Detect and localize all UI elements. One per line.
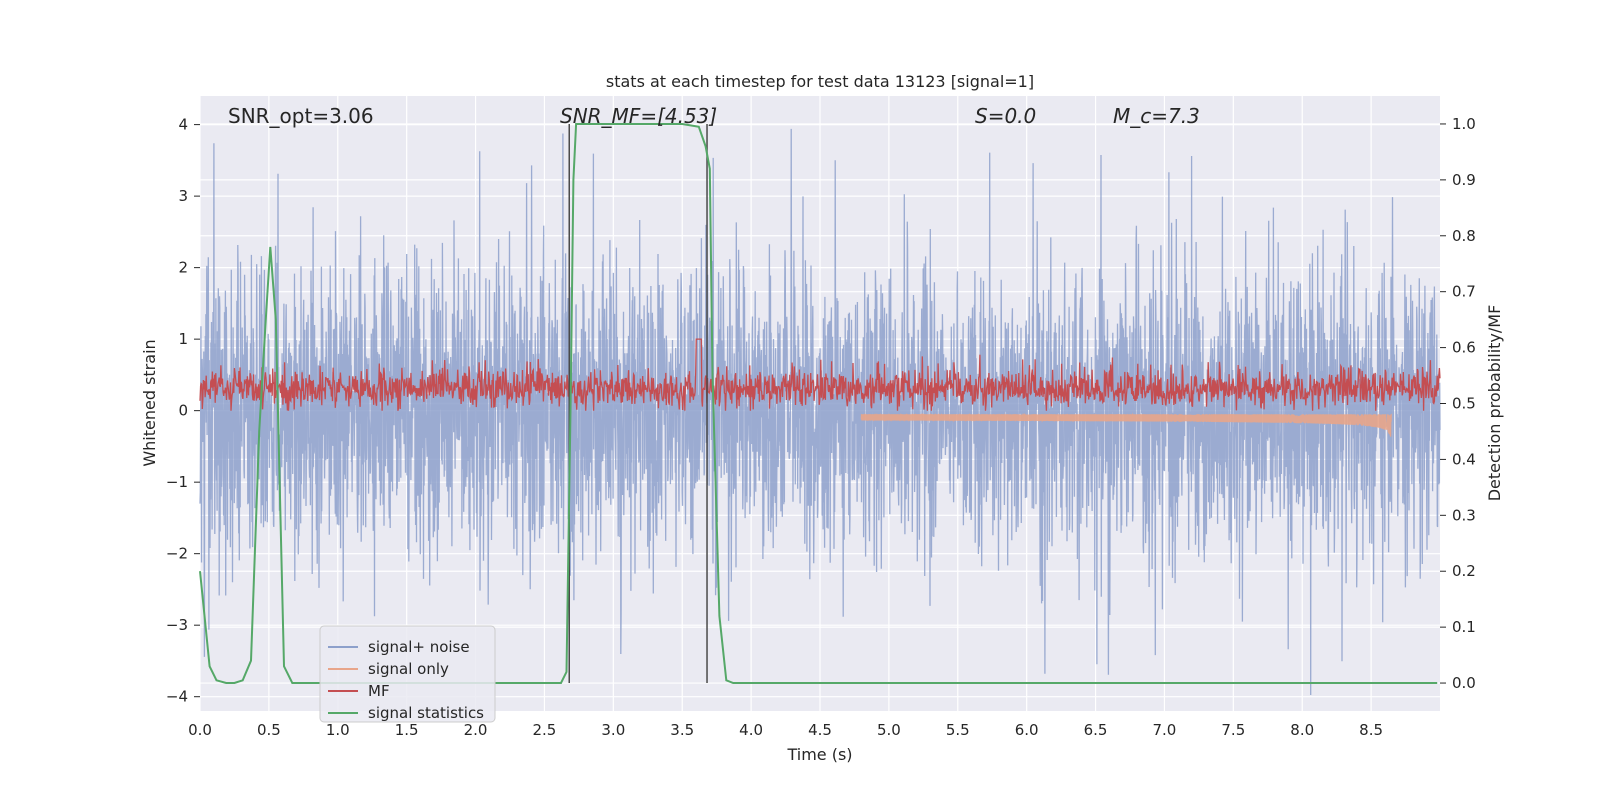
y-tick-label: 1 [178, 330, 188, 348]
chart-title: stats at each timestep for test data 131… [606, 72, 1034, 91]
x-tick-label: 4.5 [808, 721, 832, 739]
y-right-tick-label: 1.0 [1452, 115, 1476, 133]
legend: signal+ noise signal only MF signal statist… [319, 625, 496, 723]
x-tick-label: 2.0 [464, 721, 488, 739]
y-right-tick-label: 0.8 [1452, 227, 1476, 245]
signal-noise-line [199, 128, 1441, 696]
x-tick-label: 0.0 [188, 721, 212, 739]
x-axis-ticks: 0.0 0.5 1.0 1.5 2.0 2.5 3.0 3.5 4.0 4.5 5.0 5.5 6.0 6… [188, 721, 1383, 739]
x-tick-label: 8.5 [1359, 721, 1383, 739]
y-axis-label: Whitened strain [140, 339, 159, 466]
legend-label: MF [368, 682, 390, 700]
y-tick-label: 2 [178, 259, 188, 277]
y-right-tick-label: 0.3 [1452, 506, 1476, 524]
x-tick-label: 4.0 [739, 721, 763, 739]
x-tick-label: 6.5 [1084, 721, 1108, 739]
annotation-s: S=0.0 [975, 104, 1036, 128]
y-right-tick-label: 0.1 [1452, 618, 1476, 636]
y-tick-label: −1 [166, 473, 188, 491]
x-tick-label: 3.5 [670, 721, 694, 739]
y-axis-ticks: −4 −3 −2 −1 0 1 2 3 4 [166, 116, 200, 706]
annotation-snr-mf: SNR_MF=[4.53] [560, 104, 717, 128]
y-right-tick-label: 0.5 [1452, 395, 1476, 413]
y-right-tick-label: 0.2 [1452, 562, 1476, 580]
y-right-tick-label: 0.0 [1452, 674, 1476, 692]
legend-box [319, 625, 496, 723]
x-axis-label: Time (s) [786, 745, 852, 764]
x-tick-label: 2.5 [533, 721, 557, 739]
y-right-tick-label: 0.9 [1452, 171, 1476, 189]
x-tick-label: 1.5 [395, 721, 419, 739]
annotation-mc: M_c=7.3 [1113, 104, 1200, 128]
x-tick-label: 8.0 [1290, 721, 1314, 739]
y-right-axis-label: Detection probability/MF [1485, 305, 1504, 502]
y-tick-label: 3 [178, 187, 188, 205]
series-signal-statistics [199, 123, 1438, 684]
x-tick-label: 1.0 [326, 721, 350, 739]
y-right-tick-label: 0.6 [1452, 339, 1476, 357]
legend-label: signal only [368, 660, 449, 678]
x-tick-label: 7.5 [1221, 721, 1245, 739]
series-mf [199, 338, 1441, 411]
x-tick-label: 5.0 [877, 721, 901, 739]
y-tick-label: −3 [166, 616, 188, 634]
series-signal-only [860, 412, 1392, 437]
legend-label: signal+ noise [368, 638, 470, 656]
y-tick-label: −2 [166, 545, 188, 563]
vertical-markers [568, 123, 708, 684]
signal-only-line [860, 412, 1392, 437]
y-tick-label: 0 [178, 402, 188, 420]
x-tick-label: 5.5 [946, 721, 970, 739]
x-tick-label: 6.0 [1015, 721, 1039, 739]
x-tick-label: 7.0 [1153, 721, 1177, 739]
x-tick-label: 3.0 [601, 721, 625, 739]
signal-statistics-line [199, 123, 1438, 684]
y-right-axis-ticks: 0.0 0.1 0.2 0.3 0.4 0.5 0.6 0.7 0.8 0.9 1.0 [1440, 115, 1476, 692]
annotation-snr-opt: SNR_opt=3.06 [228, 104, 374, 128]
y-right-tick-label: 0.7 [1452, 283, 1476, 301]
mf-line [199, 338, 1441, 411]
x-tick-label: 0.5 [257, 721, 281, 739]
legend-label: signal statistics [368, 704, 484, 722]
y-right-tick-label: 0.4 [1452, 450, 1476, 468]
y-tick-label: 4 [178, 116, 188, 134]
y-tick-label: −4 [166, 688, 188, 706]
series-signal-noise [199, 128, 1441, 696]
